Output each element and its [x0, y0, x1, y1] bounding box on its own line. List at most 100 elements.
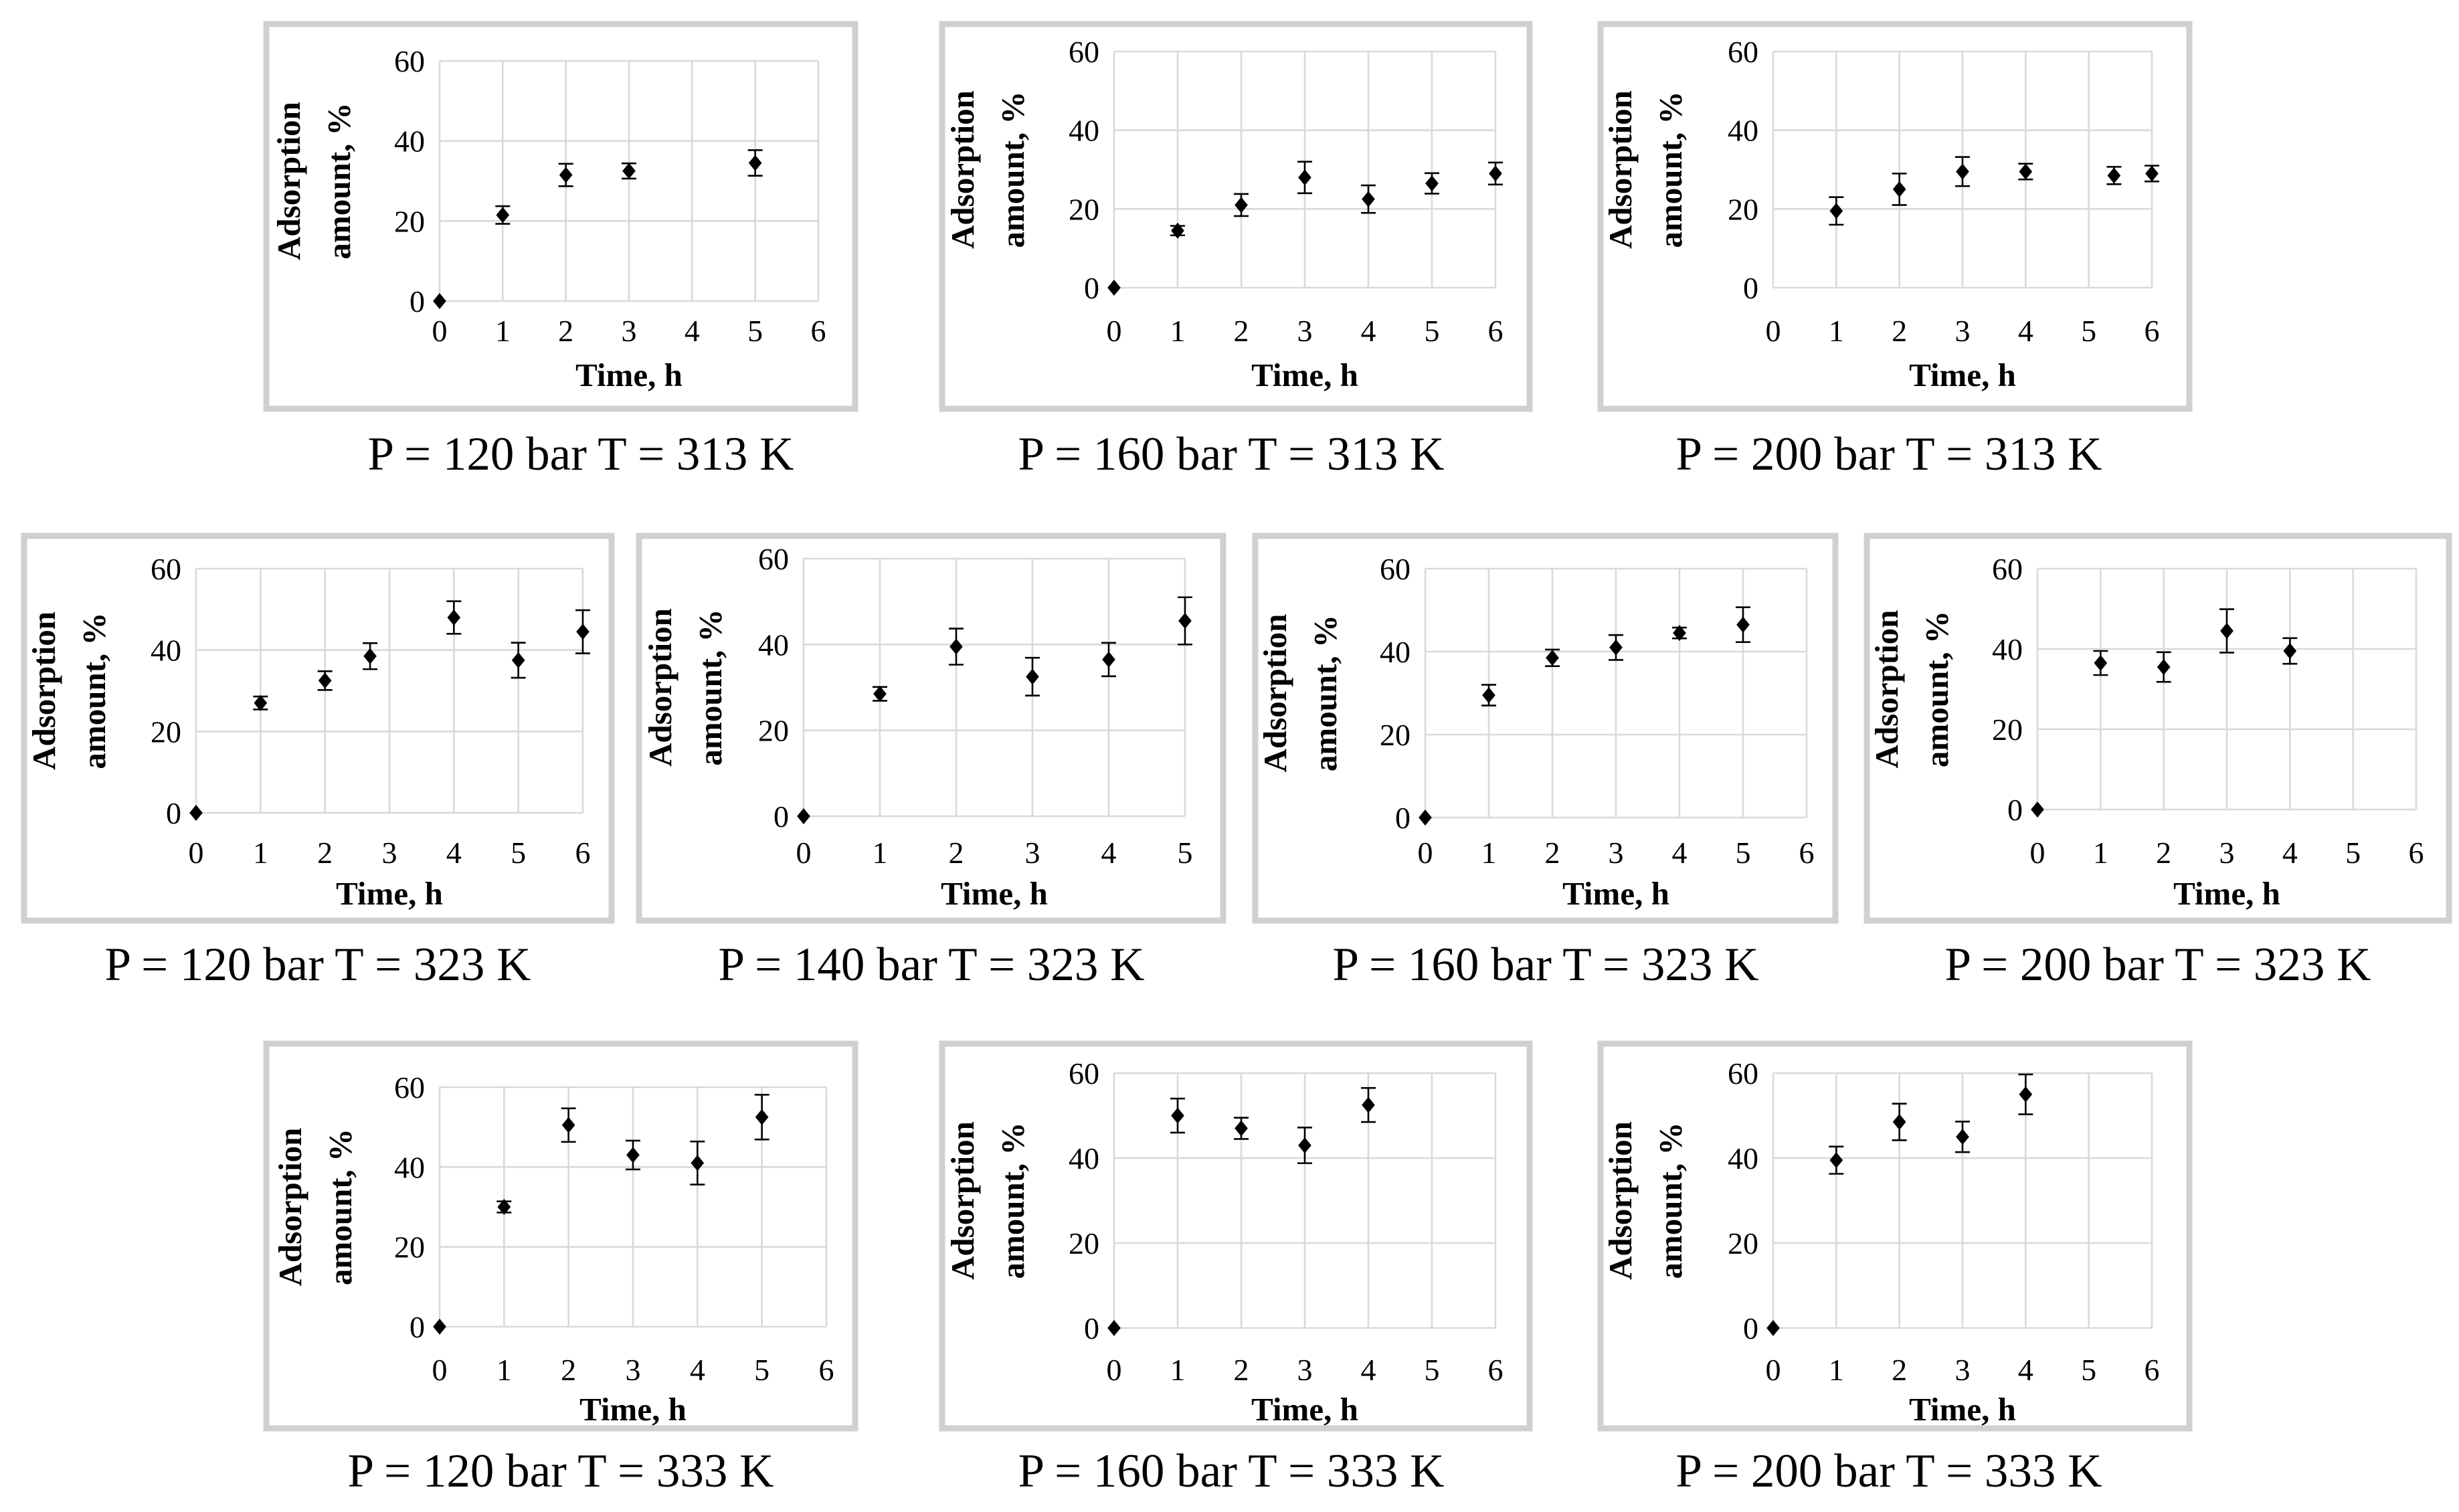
x-tick-label: 5	[2081, 314, 2096, 348]
x-tick-label: 6	[575, 836, 591, 870]
x-tick-label: 2	[949, 836, 964, 870]
x-tick-label: 4	[2018, 314, 2033, 348]
y-axis-title-line1: Adsorption	[1868, 610, 1905, 769]
x-tick-label: 6	[2145, 1353, 2160, 1387]
x-tick-label: 5	[2081, 1353, 2096, 1387]
x-tick-label: 6	[819, 1353, 834, 1387]
x-axis-title: Time, h	[1909, 1391, 2016, 1428]
y-tick-label: 60	[1069, 35, 1099, 69]
chart-panel-7: 0 20 40 60 0 1 2 3 4 5 6 Time, h Adsorption amount, %…	[1863, 533, 2452, 991]
y-axis-title-line2: amount, %	[322, 1129, 359, 1285]
y-tick-label: 20	[1069, 192, 1099, 226]
data-point	[1178, 613, 1192, 630]
data-point	[496, 207, 510, 223]
x-axis-title: Time, h	[941, 875, 1048, 912]
data-point	[433, 293, 446, 309]
x-tick-label: 1	[1170, 314, 1186, 348]
data-point	[1235, 1120, 1248, 1137]
y-tick-label: 60	[151, 552, 181, 586]
x-axis-title: Time, h	[1909, 357, 2016, 393]
data-point	[1482, 687, 1495, 704]
x-tick-label: 1	[496, 1353, 512, 1387]
y-tick-label: 20	[1728, 192, 1758, 226]
chart-panel-5: 0 20 40 60 0 1 2 3 4 5 Time, h Adsorption amount, % P…	[636, 533, 1226, 991]
y-axis-title-line2: amount, %	[1652, 1122, 1689, 1279]
data-point	[1736, 616, 1750, 633]
y-axis-title-line1: Adsorption	[1602, 90, 1639, 249]
data-point	[1298, 1137, 1311, 1153]
data-point	[1425, 175, 1439, 192]
panel-caption: P = 120 bar T = 323 K	[105, 939, 531, 991]
x-tick-label: 3	[382, 836, 397, 870]
x-tick-label: 5	[754, 1353, 769, 1387]
x-tick-label: 1	[2093, 836, 2108, 870]
x-tick-label: 5	[1736, 836, 1751, 870]
data-point	[2157, 659, 2171, 675]
x-tick-label: 3	[1297, 314, 1313, 348]
data-point	[2094, 655, 2108, 671]
data-point	[1609, 639, 1623, 656]
chart-frame	[636, 533, 1226, 924]
y-axis-title-line1: Adsorption	[270, 102, 307, 260]
y-tick-label: 40	[1069, 1141, 1099, 1175]
x-tick-label: 2	[1234, 1353, 1249, 1387]
y-tick-label: 0	[166, 796, 181, 830]
y-axis-title-line2: amount, %	[994, 1122, 1031, 1279]
data-point	[561, 1117, 575, 1133]
data-point	[1171, 1107, 1184, 1124]
x-tick-label: 6	[2409, 836, 2424, 870]
data-point	[1235, 197, 1248, 213]
data-point	[1956, 163, 1969, 180]
x-tick-label: 2	[317, 836, 333, 870]
y-axis-title-line1: Adsorption	[1257, 614, 1293, 773]
x-axis-title: Time, h	[575, 357, 682, 393]
y-tick-label: 20	[1069, 1226, 1099, 1260]
data-point	[1362, 1097, 1375, 1113]
y-axis-title-line1: Adsorption	[25, 611, 62, 770]
data-point	[511, 652, 525, 668]
x-tick-label: 3	[2219, 836, 2235, 870]
x-tick-label: 4	[1361, 1353, 1376, 1387]
y-tick-label: 0	[1743, 1311, 1758, 1345]
y-tick-label: 60	[1728, 35, 1758, 69]
x-tick-label: 6	[2145, 314, 2160, 348]
y-tick-label: 60	[1380, 552, 1410, 586]
y-tick-label: 0	[409, 1310, 425, 1344]
y-tick-label: 20	[1380, 718, 1410, 752]
x-tick-label: 2	[561, 1353, 576, 1387]
x-tick-label: 1	[1829, 1353, 1844, 1387]
data-point	[2019, 1086, 2033, 1103]
y-axis-title-line1: Adsorption	[944, 1121, 981, 1280]
data-point	[433, 1319, 446, 1335]
panel-caption: P = 160 bar T = 323 K	[1333, 939, 1759, 991]
data-point	[622, 163, 636, 179]
x-tick-label: 6	[811, 314, 826, 348]
panel-caption: P = 200 bar T = 313 K	[1676, 428, 2102, 480]
x-axis-title: Time, h	[1251, 1391, 1358, 1428]
y-tick-label: 0	[1395, 801, 1410, 835]
y-axis-title-line1: Adsorption	[642, 608, 678, 767]
data-point	[1829, 1152, 1843, 1169]
x-axis-title: Time, h	[336, 875, 443, 912]
chart-panel-2: 0 20 40 60 0 1 2 3 4 5 6 Time, h Adsorption amount, %…	[939, 21, 1533, 480]
x-tick-label: 4	[685, 314, 700, 348]
data-point	[1026, 668, 1039, 685]
x-tick-label: 0	[1766, 1353, 1781, 1387]
y-tick-label: 40	[1728, 114, 1758, 148]
data-point	[873, 686, 887, 702]
panel-caption: P = 120 bar T = 313 K	[368, 428, 794, 480]
x-tick-label: 6	[1488, 314, 1504, 348]
data-point	[2220, 623, 2234, 639]
chart-frame	[1597, 21, 2193, 412]
chart-frame	[263, 21, 858, 412]
data-point	[1673, 625, 1686, 642]
data-point	[626, 1147, 640, 1163]
x-tick-label: 0	[1107, 1353, 1122, 1387]
chart-panel-9: 0 20 40 60 0 1 2 3 4 5 6 Time, h Adsorption amount, %…	[939, 1040, 1533, 1497]
data-point	[2019, 163, 2033, 180]
data-point	[1102, 651, 1115, 668]
chart-frame	[21, 533, 615, 924]
y-tick-label: 20	[758, 714, 789, 748]
x-tick-label: 4	[2282, 836, 2298, 870]
